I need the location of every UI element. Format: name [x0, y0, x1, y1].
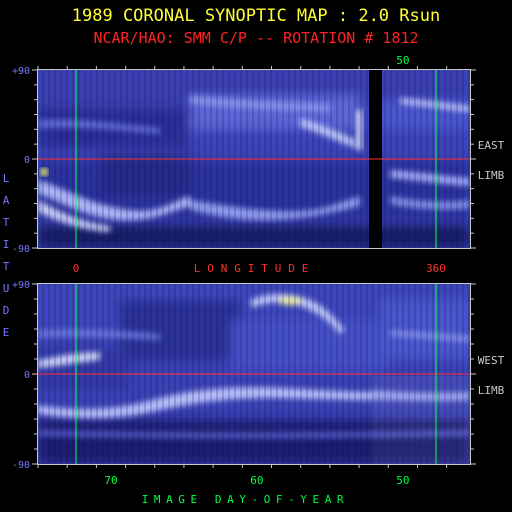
longitude-tick-label: 360: [426, 262, 446, 275]
lat-tick-label: 0: [24, 370, 30, 381]
longitude-label-char: U: [275, 262, 282, 275]
latitude-label-char: T: [3, 260, 10, 273]
axes-group: +900-90EASTLIMB+900-90WESTLIMB5040300360…: [3, 54, 505, 506]
latitude-label-char: I: [3, 238, 10, 251]
bottom-tick-label: 60: [250, 474, 263, 487]
latitude-label-char: L: [3, 172, 10, 185]
longitude-label-char: E: [302, 262, 309, 275]
longitude-label-char: N: [221, 262, 228, 275]
lat-tick-label: 0: [24, 155, 30, 166]
bright-spot: [40, 168, 48, 176]
longitude-label-char: O: [207, 262, 214, 275]
day-of-year-label-char: Y: [300, 493, 307, 506]
longitude-label-char: D: [288, 262, 295, 275]
top-panel-image: [38, 70, 470, 248]
day-of-year-label-char: A: [227, 493, 234, 506]
longitude-label-char: T: [261, 262, 268, 275]
lat-tick-label: +90: [12, 66, 30, 77]
day-of-year-label-char: G: [178, 493, 185, 506]
day-of-year-label-char: -: [251, 493, 258, 506]
side-label-top: WEST: [478, 354, 505, 367]
day-of-year-label-char: A: [325, 493, 332, 506]
side-label-bottom: LIMB: [478, 384, 505, 397]
top-tick-label: 50: [396, 54, 409, 67]
day-of-year-label-char: F: [276, 493, 283, 506]
day-of-year-label-char: E: [312, 493, 319, 506]
chart-subtitle: NCAR/HAO: SMM C/P -- ROTATION # 1812: [93, 29, 418, 47]
longitude-tick-label: 0: [73, 262, 80, 275]
longitude-label-char: G: [234, 262, 241, 275]
day-of-year-label-char: O: [264, 493, 271, 506]
day-of-year-label-char: -: [288, 493, 295, 506]
side-label-top: EAST: [478, 139, 505, 152]
lat-tick-label: -90: [12, 244, 30, 255]
bottom-tick-label: 70: [104, 474, 117, 487]
lat-tick-label: -90: [12, 460, 30, 471]
latitude-label-char: E: [3, 326, 10, 339]
day-of-year-label-char: Y: [239, 493, 246, 506]
day-of-year-label-char: D: [215, 493, 222, 506]
chart-title: 1989 CORONAL SYNOPTIC MAP : 2.0 Rsun: [72, 6, 440, 26]
longitude-label-char: L: [194, 262, 201, 275]
lat-tick-label: +90: [12, 280, 30, 291]
latitude-label-char: T: [3, 216, 10, 229]
day-of-year-label-char: I: [142, 493, 149, 506]
side-label-bottom: LIMB: [478, 169, 505, 182]
latitude-label-char: U: [3, 282, 10, 295]
day-of-year-label-char: M: [154, 493, 161, 506]
day-of-year-label-char: A: [166, 493, 173, 506]
bottom-tick-label: 50: [396, 474, 409, 487]
longitude-label-char: I: [248, 262, 255, 275]
day-of-year-label-char: E: [190, 493, 197, 506]
latitude-label-char: D: [3, 304, 10, 317]
latitude-label-char: A: [3, 194, 10, 207]
day-of-year-label-char: R: [337, 493, 344, 506]
